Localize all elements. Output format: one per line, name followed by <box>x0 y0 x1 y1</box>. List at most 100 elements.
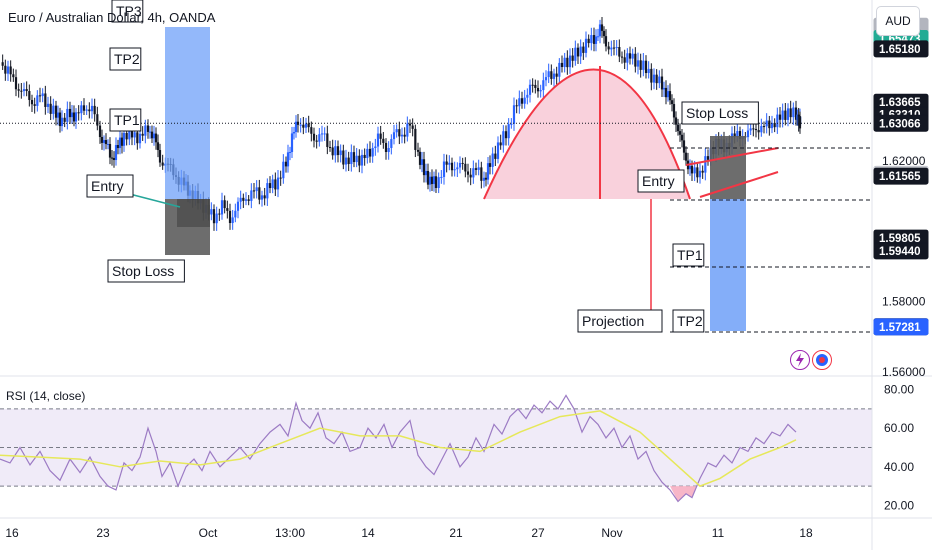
flag-icon[interactable] <box>812 350 832 370</box>
tp1-label-box <box>109 108 142 132</box>
candle-body <box>757 130 760 133</box>
candle-body <box>704 156 707 173</box>
candle-body <box>292 132 296 134</box>
candle-body <box>358 155 361 166</box>
time-tick-label: 27 <box>531 526 545 540</box>
candle-body <box>223 200 226 209</box>
candle-body <box>148 131 152 133</box>
candle-body <box>342 150 345 165</box>
candle-body <box>655 74 658 84</box>
candle-body <box>607 46 610 50</box>
lightning-icon[interactable] <box>790 350 810 370</box>
candle-body <box>331 147 334 156</box>
candle-body <box>650 68 653 83</box>
rsi-tick-label: 40.00 <box>884 460 914 474</box>
candle-body <box>531 84 534 86</box>
candle-body <box>690 165 694 174</box>
candle-body <box>299 124 302 126</box>
currency-selector[interactable]: AUD <box>876 6 920 36</box>
candle-body <box>56 112 60 118</box>
candle-body <box>144 125 147 136</box>
candle-body <box>789 108 792 118</box>
candle-body <box>628 53 632 59</box>
rounding-top-fill <box>484 69 690 199</box>
candle-body <box>466 171 470 175</box>
candle-body <box>25 89 28 92</box>
candle-body <box>136 132 139 144</box>
candle-body <box>762 126 766 128</box>
candle-body <box>523 97 526 104</box>
tp-zone <box>165 27 210 199</box>
candle-body <box>507 124 510 139</box>
candle-body <box>384 142 388 153</box>
candle-body <box>363 154 366 159</box>
time-tick-label: 16 <box>5 526 19 540</box>
candle-body <box>706 156 710 160</box>
candle-body <box>288 151 292 153</box>
rsi-tick-label: 20.00 <box>884 498 914 512</box>
candle-body <box>74 112 78 122</box>
candle-body <box>239 197 242 202</box>
candle-body <box>676 124 680 132</box>
candle-body <box>602 30 606 37</box>
candle-body <box>482 177 486 181</box>
candle-body <box>212 209 216 224</box>
candle-body <box>220 200 224 215</box>
candle-body <box>754 128 758 131</box>
candle-body <box>411 125 414 129</box>
candle-body <box>526 94 529 98</box>
price-tag <box>873 318 929 336</box>
candle-body <box>54 105 58 118</box>
candle-body <box>72 112 76 122</box>
candle-body <box>474 168 478 170</box>
stop-loss-zone <box>177 199 210 227</box>
candle-body <box>422 159 426 176</box>
candle-body <box>631 53 634 59</box>
candle-body <box>226 208 229 211</box>
candle-body <box>22 89 26 92</box>
candle-body <box>368 148 372 157</box>
price-tick-label: 1.58000 <box>882 295 926 309</box>
candle-body <box>636 60 640 67</box>
candle-body <box>125 132 128 140</box>
candle-body <box>770 122 774 129</box>
time-tick-label: 14 <box>361 526 375 540</box>
candle-body <box>778 114 782 120</box>
candle-body <box>612 47 616 49</box>
stop-loss-label-box <box>107 259 185 283</box>
candle-body <box>680 134 684 141</box>
candle-body <box>534 84 537 88</box>
candle-body <box>236 201 240 211</box>
candle-body <box>408 123 412 126</box>
price-tag <box>873 114 929 132</box>
candle-body <box>70 112 74 118</box>
candle-body <box>279 177 282 179</box>
candle-body <box>312 133 316 141</box>
candle-body <box>6 66 10 74</box>
candle-body <box>418 151 422 165</box>
candle-body <box>664 87 668 98</box>
candle-body <box>320 133 324 135</box>
price-tick-label: 1.56000 <box>882 365 926 379</box>
entry-label: Entry <box>642 173 675 189</box>
candle-body <box>682 140 686 153</box>
time-tick-label: 18 <box>799 526 813 540</box>
candle-body <box>484 177 488 180</box>
candle-body <box>161 162 164 166</box>
candle-body <box>14 77 18 90</box>
candle-body <box>152 133 156 139</box>
candle-body <box>304 123 308 128</box>
time-tick-label: 13:00 <box>275 526 305 540</box>
candle-body <box>749 128 752 131</box>
tp2-label-box <box>672 309 705 333</box>
rsi-line <box>0 394 797 503</box>
candle-body <box>736 131 739 137</box>
candle-body <box>63 117 66 122</box>
time-tick-label: Oct <box>199 526 218 540</box>
candle-body <box>796 114 799 120</box>
candle-body <box>502 131 505 146</box>
candle-body <box>360 154 364 166</box>
candle-body <box>480 167 483 181</box>
candle-body <box>752 128 755 130</box>
candle-body <box>552 73 556 79</box>
